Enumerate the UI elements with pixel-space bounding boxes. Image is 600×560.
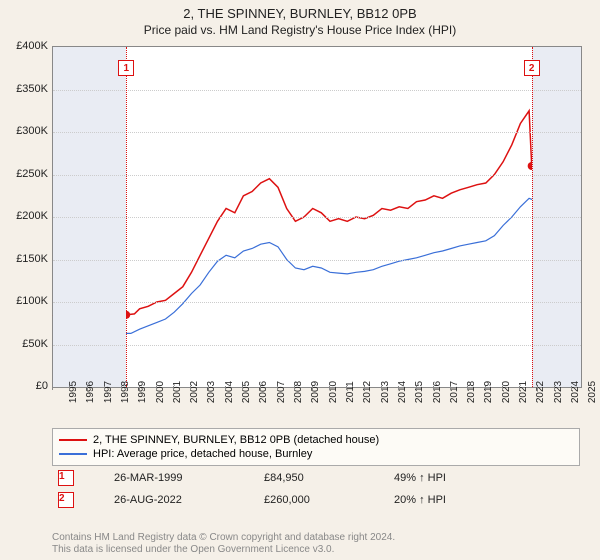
ytick-label: £400K	[4, 40, 48, 52]
page-subtitle: Price paid vs. HM Land Registry's House …	[0, 21, 600, 41]
marker-price: £84,950	[264, 472, 354, 484]
gridline-h	[53, 175, 581, 176]
ytick-label: £150K	[4, 253, 48, 265]
marker-badge: 2	[58, 492, 74, 508]
marker-price: £260,000	[264, 494, 354, 506]
gridline-h	[53, 217, 581, 218]
series-hpi	[53, 198, 572, 344]
ytick-label: £300K	[4, 125, 48, 137]
chart-container: { "title": "2, THE SPINNEY, BURNLEY, BB1…	[0, 0, 600, 560]
chart-plot-area: 12	[52, 46, 582, 388]
ytick-label: £50K	[4, 338, 48, 350]
footnote: Contains HM Land Registry data © Crown c…	[52, 532, 580, 556]
page-title: 2, THE SPINNEY, BURNLEY, BB12 0PB	[0, 0, 600, 21]
marker-date: 26-AUG-2022	[114, 494, 224, 506]
marker-vline	[126, 47, 127, 387]
legend-row: 2, THE SPINNEY, BURNLEY, BB12 0PB (detac…	[59, 433, 573, 447]
gridline-h	[53, 260, 581, 261]
marker-delta: 20% ↑ HPI	[394, 494, 446, 506]
marker-date: 26-MAR-1999	[114, 472, 224, 484]
ytick-label: £0	[4, 380, 48, 392]
legend-label: 2, THE SPINNEY, BURNLEY, BB12 0PB (detac…	[93, 434, 379, 446]
xtick-label: 2025	[571, 381, 598, 403]
footnote-line-2: This data is licensed under the Open Gov…	[52, 544, 334, 555]
chart-marker-badge: 1	[118, 60, 134, 76]
footnote-line-1: Contains HM Land Registry data © Crown c…	[52, 532, 395, 543]
chart-marker-badge: 2	[524, 60, 540, 76]
ytick-label: £100K	[4, 295, 48, 307]
legend-row: HPI: Average price, detached house, Burn…	[59, 447, 573, 461]
gridline-h	[53, 90, 581, 91]
legend: 2, THE SPINNEY, BURNLEY, BB12 0PB (detac…	[52, 428, 580, 466]
ytick-label: £250K	[4, 168, 48, 180]
gridline-h	[53, 302, 581, 303]
legend-swatch	[59, 439, 87, 441]
series-price_paid	[53, 111, 572, 317]
marker-row: 2 26-AUG-2022 £260,000 20% ↑ HPI	[52, 492, 580, 508]
gridline-h	[53, 345, 581, 346]
ytick-label: £200K	[4, 210, 48, 222]
legend-swatch	[59, 453, 87, 455]
marker-row: 1 26-MAR-1999 £84,950 49% ↑ HPI	[52, 470, 580, 486]
legend-label: HPI: Average price, detached house, Burn…	[93, 448, 312, 460]
marker-vline	[532, 47, 533, 387]
ytick-label: £350K	[4, 83, 48, 95]
marker-badge: 1	[58, 470, 74, 486]
marker-delta: 49% ↑ HPI	[394, 472, 446, 484]
gridline-h	[53, 132, 581, 133]
